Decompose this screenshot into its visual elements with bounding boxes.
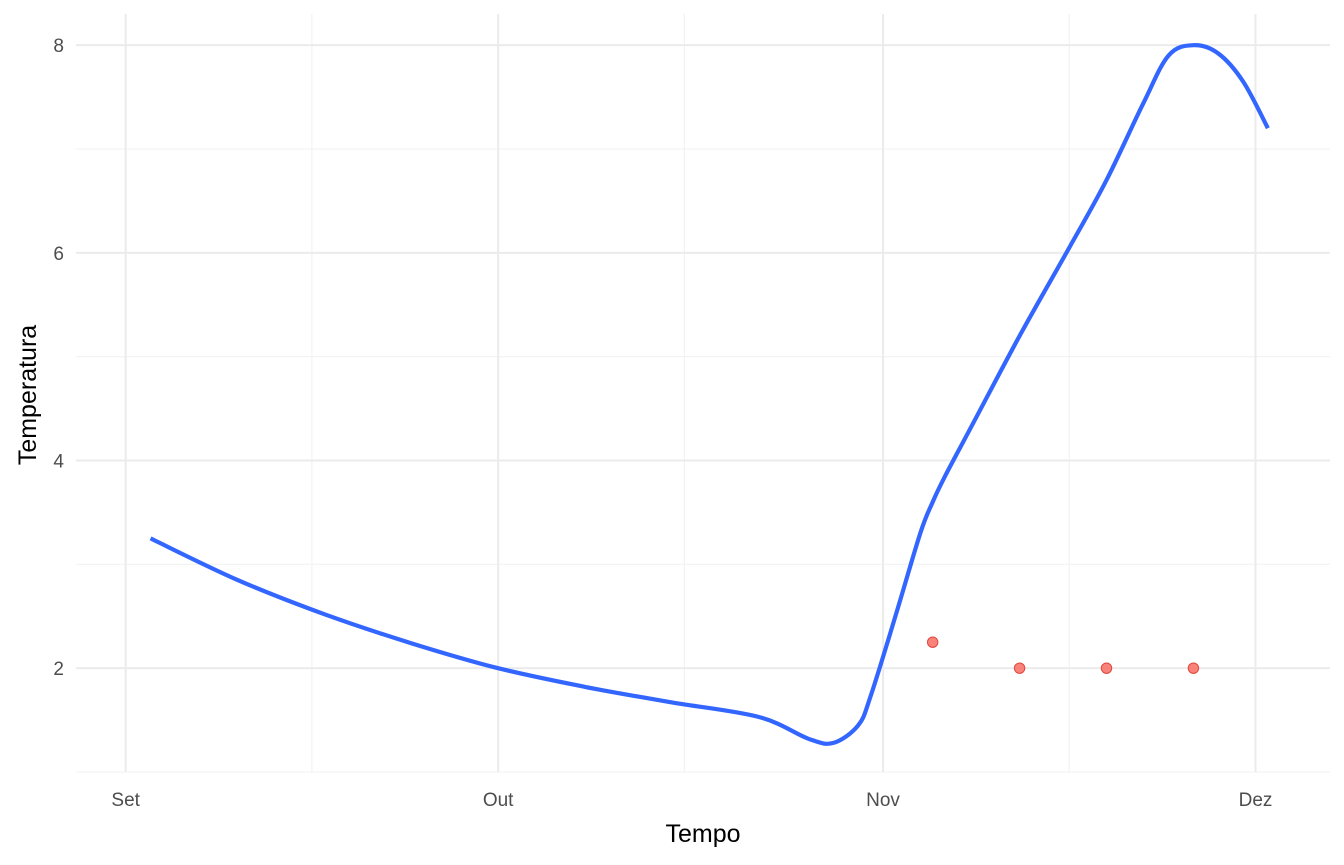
x-tick-label: Out	[483, 790, 514, 811]
minor-gridlines	[76, 14, 1330, 773]
x-tick-label: Dez	[1239, 790, 1273, 811]
data-point	[926, 636, 939, 648]
y-tick-label: 4	[53, 451, 64, 472]
y-tick-label: 2	[53, 659, 64, 680]
y-tick-label: 6	[53, 244, 64, 265]
data-point	[1100, 662, 1113, 674]
x-axis-title: Tempo	[665, 820, 740, 848]
x-tick-label: Set	[111, 790, 140, 811]
data-point	[1187, 662, 1200, 674]
y-axis-title: Temperatura	[14, 325, 42, 465]
x-axis-tick-labels: Set Out Nov Dez	[111, 790, 1272, 811]
plot-series	[149, 43, 1270, 746]
y-tick-label: 8	[53, 36, 64, 57]
data-point	[1013, 662, 1026, 674]
y-axis-tick-labels: 2 4 6 8	[53, 36, 64, 680]
major-gridlines	[76, 14, 1330, 772]
x-tick-label: Nov	[866, 790, 900, 811]
smooth-trend-line	[149, 43, 1270, 746]
